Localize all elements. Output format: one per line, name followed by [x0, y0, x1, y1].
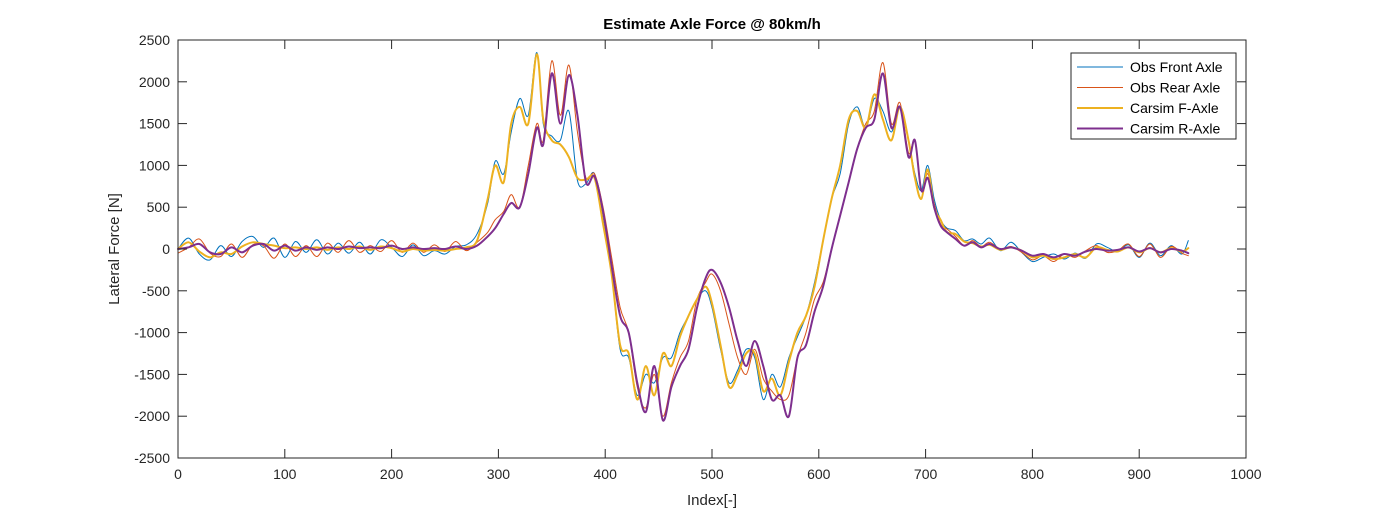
x-tick-label: 300 — [487, 466, 511, 482]
legend: Obs Front Axle Obs Rear Axle Carsim F-Axle… — [1070, 52, 1237, 140]
y-tick-label: -500 — [142, 283, 170, 299]
x-tick-label: 200 — [380, 466, 404, 482]
y-tick-label: -2000 — [134, 408, 170, 424]
y-tick-label: 2000 — [139, 74, 170, 90]
x-axis-label: Index[-] — [687, 492, 737, 509]
x-tick-label: 400 — [594, 466, 618, 482]
x-tick-label: 900 — [1128, 466, 1152, 482]
y-axis-label: Lateral Force [N] — [106, 193, 123, 305]
y-tick-label: -1500 — [134, 366, 170, 382]
legend-label-3: Carsim F-Axle — [1130, 100, 1219, 116]
y-tick-label: -1000 — [134, 325, 170, 341]
x-tick-label: 800 — [1021, 466, 1045, 482]
y-tick-label: 500 — [147, 199, 171, 215]
y-tick-label: -2500 — [134, 450, 170, 466]
y-axis: -2500 -2000 -1500 -1000 -500 0 500 1000 1500 2000… — [134, 32, 1246, 466]
x-tick-label: 0 — [174, 466, 182, 482]
y-tick-label: 1500 — [139, 116, 170, 132]
series-layer — [177, 52, 1190, 422]
x-tick-label: 700 — [914, 466, 938, 482]
x-axis: 0 100 200 300 400 500 600 700 800 900 1000 — [174, 40, 1262, 482]
x-tick-label: 1000 — [1230, 466, 1261, 482]
legend-label-4: Carsim R-Axle — [1130, 121, 1220, 137]
x-tick-label: 100 — [273, 466, 297, 482]
x-tick-label: 600 — [807, 466, 831, 482]
y-tick-label: 2500 — [139, 32, 170, 48]
legend-label-2: Obs Rear Axle — [1130, 80, 1220, 96]
series-line-4 — [177, 72, 1190, 422]
chart-title: Estimate Axle Force @ 80km/h — [603, 16, 821, 33]
y-tick-label: 1000 — [139, 157, 170, 173]
x-tick-label: 500 — [700, 466, 724, 482]
legend-label-1: Obs Front Axle — [1130, 59, 1223, 75]
y-tick-label: 0 — [162, 241, 170, 257]
